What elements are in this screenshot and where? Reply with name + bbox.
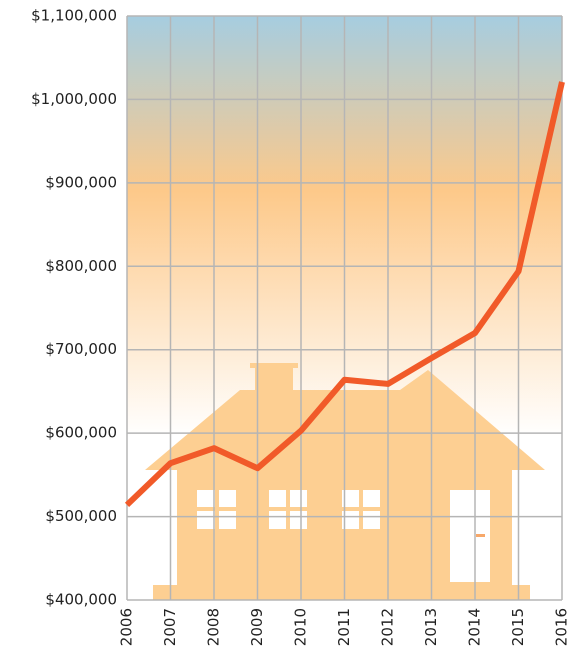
- x-tick-label: 2008: [205, 608, 223, 646]
- x-tick-label: 2010: [292, 608, 310, 646]
- y-tick-label: $700,000: [45, 340, 117, 358]
- x-tick-label: 2014: [466, 608, 484, 646]
- x-tick-label: 2009: [248, 608, 266, 646]
- y-tick-label: $800,000: [45, 257, 117, 275]
- y-tick-label: $500,000: [45, 507, 117, 525]
- x-tick-label: 2006: [118, 608, 136, 646]
- x-tick-label: 2016: [553, 608, 571, 646]
- x-tick-label: 2012: [379, 608, 397, 646]
- y-tick-label: $900,000: [45, 173, 117, 191]
- x-tick-label: 2013: [422, 608, 440, 646]
- y-tick-label: $1,000,000: [31, 90, 117, 108]
- x-tick-label: 2015: [509, 608, 527, 646]
- y-tick-label: $600,000: [45, 424, 117, 442]
- y-tick-label: $1,100,000: [31, 7, 117, 25]
- y-tick-label: $400,000: [45, 591, 117, 609]
- x-tick-label: 2011: [335, 608, 353, 646]
- x-tick-label: 2007: [161, 608, 179, 646]
- data-line: [124, 81, 565, 508]
